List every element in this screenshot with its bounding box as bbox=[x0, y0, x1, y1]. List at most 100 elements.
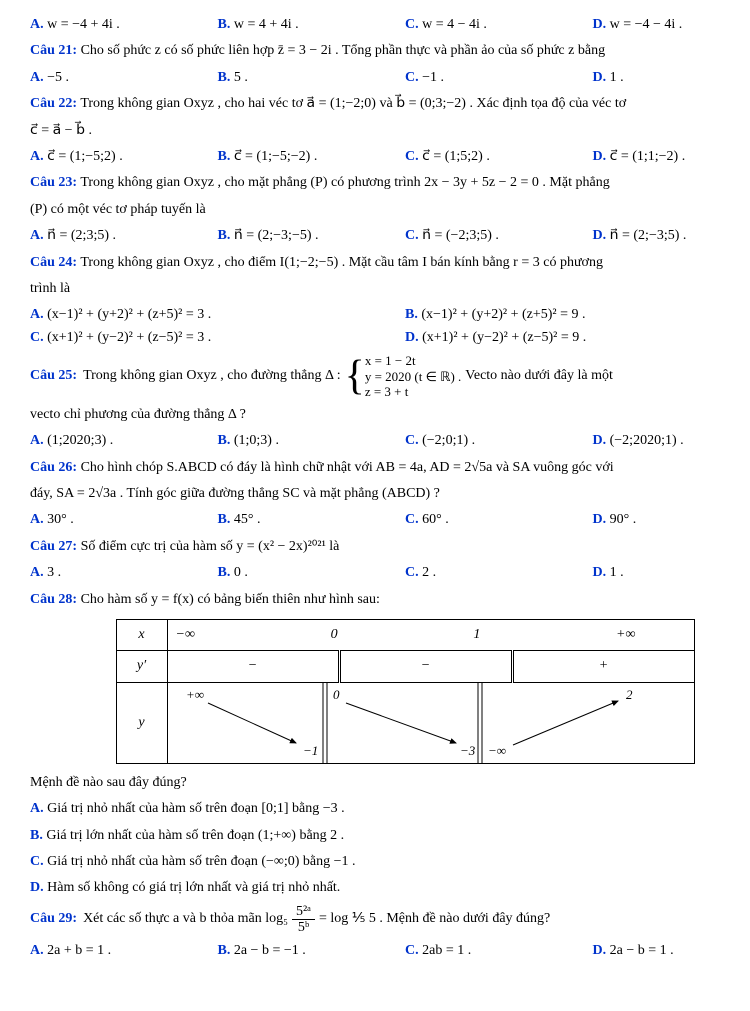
q29-b: B. 2a − b = −1 . bbox=[218, 940, 406, 962]
q28-o2: B. Giá trị lớn nhất của hàm số trên đoạn… bbox=[30, 825, 750, 847]
q21-c: C. −1 . bbox=[405, 67, 593, 89]
q25-b: B. (1;0;3) . bbox=[218, 430, 406, 452]
q24-options: A. (x−1)² + (y+2)² + (z+5)² = 3 . B. (x−… bbox=[30, 304, 750, 349]
q24-c: C. (x+1)² + (y−2)² + (z−5)² = 3 . bbox=[30, 327, 405, 349]
q29-a: A. 2a + b = 1 . bbox=[30, 940, 218, 962]
variation-arrows: +∞ −1 0 −3 −∞ 2 bbox=[168, 683, 644, 763]
q29-label: Câu 29: bbox=[30, 908, 77, 930]
q27-label: Câu 27: bbox=[30, 539, 77, 554]
q25-a: A. (1;2020;3) . bbox=[30, 430, 218, 452]
q27: Câu 27: Số điểm cực trị của hàm số y = (… bbox=[30, 536, 750, 558]
q22-text: Trong không gian Oxyz , cho hai véc tơ a… bbox=[80, 96, 626, 111]
opt-d: D. w = −4 − 4i . bbox=[593, 14, 750, 36]
q22-b: B. c⃗ = (1;−5;−2) . bbox=[218, 146, 406, 168]
q28-label: Câu 28: bbox=[30, 592, 77, 607]
opt-c: C. w = 4 − 4i . bbox=[405, 14, 593, 36]
q28-stmt: Mệnh đề nào sau đây đúng? bbox=[30, 772, 750, 794]
q22-c: C. c⃗ = (1;5;2) . bbox=[405, 146, 593, 168]
opt-b: B. w = 4 + 4i . bbox=[218, 14, 406, 36]
q24-text2: trình là bbox=[30, 278, 750, 300]
q22: Câu 22: Trong không gian Oxyz , cho hai … bbox=[30, 93, 750, 115]
q26-options: A. 30° . B. 45° . C. 60° . D. 90° . bbox=[30, 509, 750, 531]
q28-o1: A. Giá trị nhỏ nhất của hàm số trên đoạn… bbox=[30, 798, 750, 820]
q26-b: B. 45° . bbox=[218, 509, 406, 531]
q25-c: C. (−2;0;1) . bbox=[405, 430, 593, 452]
label-d: D. bbox=[593, 17, 607, 32]
q23-options: A. n⃗ = (2;3;5) . B. n⃗ = (2;−3;−5) . C.… bbox=[30, 225, 750, 247]
q29-text-a: Xét các số thực a và b thỏa mãn log₅ bbox=[83, 908, 288, 930]
variation-table: x −∞ 0 1 +∞ y′ − − + y bbox=[116, 619, 695, 764]
q21-b: B. 5 . bbox=[218, 67, 406, 89]
opt-d-text: w = −4 − 4i . bbox=[610, 17, 683, 32]
q23-b: B. n⃗ = (2;−3;−5) . bbox=[218, 225, 406, 247]
yval-2: 0 bbox=[333, 687, 340, 702]
yprime-header: y′ bbox=[116, 651, 167, 682]
q24-d: D. (x+1)² + (y−2)² + (z−5)² = 9 . bbox=[405, 327, 750, 349]
q26-label: Câu 26: bbox=[30, 460, 77, 475]
q28-o4: D. Hàm số không có giá trị lớn nhất và g… bbox=[30, 877, 750, 899]
yval-3: −3 bbox=[460, 743, 476, 758]
yval-0: +∞ bbox=[186, 687, 204, 702]
q26: Câu 26: Cho hình chóp S.ABCD có đáy là h… bbox=[30, 457, 750, 479]
q20-options: A. w = −4 + 4i . B. w = 4 + 4i . C. w = … bbox=[30, 14, 750, 36]
q26-text2: đáy, SA = 2√3a . Tính góc giữa đường thẳ… bbox=[30, 483, 750, 505]
q29-text-b: = log ⅕ 5 . Mệnh đề nào dưới đây đúng? bbox=[319, 908, 550, 930]
q23-d: D. n⃗ = (2;−3;5) . bbox=[593, 225, 750, 247]
q24-b: B. (x−1)² + (y+2)² + (z+5)² = 9 . bbox=[405, 304, 750, 326]
label-b: B. bbox=[218, 17, 231, 32]
q21-text: Cho số phức z có số phức liên hợp z̄ = 3… bbox=[81, 43, 606, 58]
q25-text2: vecto chỉ phương của đường thẳng Δ ? bbox=[30, 404, 750, 426]
y-header: y bbox=[116, 682, 167, 763]
q21-label: Câu 21: bbox=[30, 43, 77, 58]
q25: Câu 25: Trong không gian Oxyz , cho đườn… bbox=[30, 353, 750, 400]
q26-text: Cho hình chóp S.ABCD có đáy là hình chữ … bbox=[81, 460, 614, 475]
q22-text2: c⃗ = a⃗ − b⃗ . bbox=[30, 120, 750, 142]
q27-b: B. 0 . bbox=[218, 562, 406, 584]
q24-a: A. (x−1)² + (y+2)² + (z+5)² = 3 . bbox=[30, 304, 405, 326]
yval-1: −1 bbox=[303, 743, 318, 758]
q23-label: Câu 23: bbox=[30, 175, 77, 190]
q27-d: D. 1 . bbox=[593, 562, 750, 584]
q21-d: D. 1 . bbox=[593, 67, 750, 89]
q27-c: C. 2 . bbox=[405, 562, 593, 584]
q25-system: { x = 1 − 2t y = 2020 (t ∈ ℝ) . z = 3 + … bbox=[345, 353, 462, 400]
opt-c-text: w = 4 − 4i . bbox=[422, 17, 487, 32]
q24-label: Câu 24: bbox=[30, 255, 77, 270]
q29: Câu 29: Xét các số thực a và b thỏa mãn … bbox=[30, 904, 750, 936]
q24-text: Trong không gian Oxyz , cho điểm I(1;−2;… bbox=[80, 255, 603, 270]
q25-text-b: Vecto nào dưới đây là một bbox=[465, 365, 750, 387]
q28-text: Cho hàm số y = f(x) có bảng biến thiên n… bbox=[81, 592, 380, 607]
q23-text: Trong không gian Oxyz , cho mặt phẳng (P… bbox=[80, 175, 609, 190]
q29-options: A. 2a + b = 1 . B. 2a − b = −1 . C. 2ab … bbox=[30, 940, 750, 962]
q25-label: Câu 25: bbox=[30, 365, 77, 387]
x-header: x bbox=[116, 619, 167, 650]
q23-c: C. n⃗ = (−2;3;5) . bbox=[405, 225, 593, 247]
q29-fraction: 5²ᵃ 5ᵇ bbox=[292, 904, 315, 936]
q23: Câu 23: Trong không gian Oxyz , cho mặt … bbox=[30, 172, 750, 194]
q28-o3: C. Giá trị nhỏ nhất của hàm số trên đoạn… bbox=[30, 851, 750, 873]
q25-options: A. (1;2020;3) . B. (1;0;3) . C. (−2;0;1)… bbox=[30, 430, 750, 452]
q21: Câu 21: Cho số phức z có số phức liên hợ… bbox=[30, 40, 750, 62]
yval-5: 2 bbox=[626, 687, 633, 702]
yval-4: −∞ bbox=[488, 743, 506, 758]
opt-a-text: w = −4 + 4i . bbox=[47, 17, 120, 32]
q29-c: C. 2ab = 1 . bbox=[405, 940, 593, 962]
q22-label: Câu 22: bbox=[30, 96, 77, 111]
q21-a: A. −5 . bbox=[30, 67, 218, 89]
q21-options: A. −5 . B. 5 . C. −1 . D. 1 . bbox=[30, 67, 750, 89]
q27-a: A. 3 . bbox=[30, 562, 218, 584]
q26-a: A. 30° . bbox=[30, 509, 218, 531]
label-a: A. bbox=[30, 17, 44, 32]
q27-text: Số điểm cực trị của hàm số y = (x² − 2x)… bbox=[81, 539, 340, 554]
q26-c: C. 60° . bbox=[405, 509, 593, 531]
q24: Câu 24: Trong không gian Oxyz , cho điểm… bbox=[30, 252, 750, 274]
q25-d: D. (−2;2020;1) . bbox=[593, 430, 750, 452]
q28: Câu 28: Cho hàm số y = f(x) có bảng biến… bbox=[30, 589, 750, 611]
q22-a: A. c⃗ = (1;−5;2) . bbox=[30, 146, 218, 168]
q29-d: D. 2a − b = 1 . bbox=[593, 940, 750, 962]
opt-b-text: w = 4 + 4i . bbox=[234, 17, 299, 32]
q22-d: D. c⃗ = (1;1;−2) . bbox=[593, 146, 750, 168]
q27-options: A. 3 . B. 0 . C. 2 . D. 1 . bbox=[30, 562, 750, 584]
label-c: C. bbox=[405, 17, 419, 32]
q22-options: A. c⃗ = (1;−5;2) . B. c⃗ = (1;−5;−2) . C… bbox=[30, 146, 750, 168]
